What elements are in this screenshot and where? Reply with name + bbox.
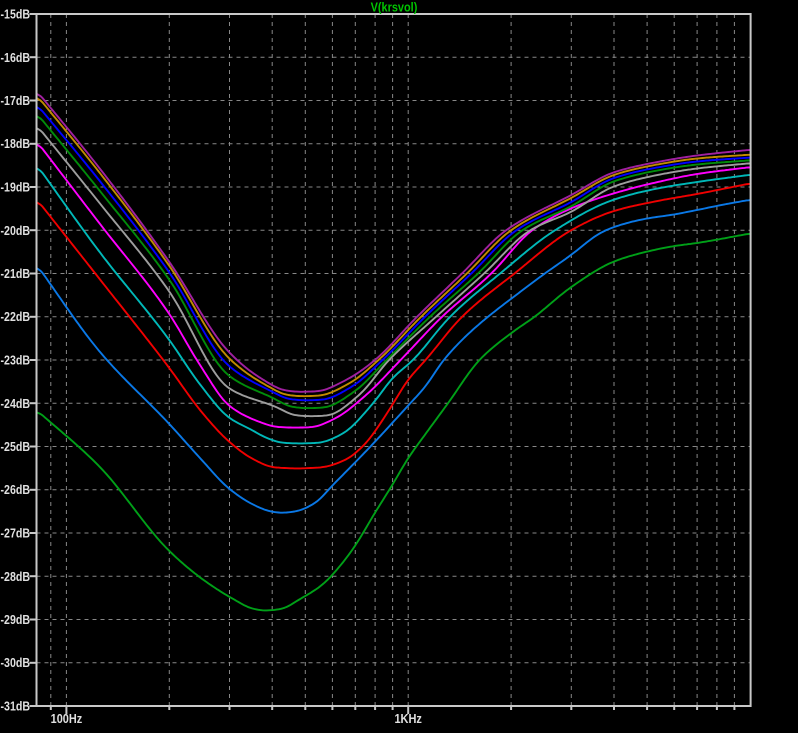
svg-text:-21dB: -21dB — [1, 267, 31, 281]
svg-text:-27dB: -27dB — [1, 527, 31, 541]
svg-text:-25dB: -25dB — [1, 440, 31, 454]
svg-text:-20dB: -20dB — [1, 224, 31, 238]
svg-text:-29dB: -29dB — [1, 613, 31, 627]
svg-text:-16dB: -16dB — [1, 51, 31, 65]
svg-text:-26dB: -26dB — [1, 483, 31, 497]
svg-text:-18dB: -18dB — [1, 137, 31, 151]
svg-text:1KHz: 1KHz — [394, 712, 422, 726]
svg-text:V(krsvol): V(krsvol) — [371, 0, 418, 15]
svg-text:-19dB: -19dB — [1, 181, 31, 195]
svg-text:100Hz: 100Hz — [51, 712, 83, 726]
svg-text:-31dB: -31dB — [1, 700, 31, 714]
svg-text:-17dB: -17dB — [1, 94, 31, 108]
svg-text:-15dB: -15dB — [1, 8, 31, 22]
svg-text:-23dB: -23dB — [1, 354, 31, 368]
svg-text:-22dB: -22dB — [1, 310, 31, 324]
svg-text:-28dB: -28dB — [1, 570, 31, 584]
svg-text:-24dB: -24dB — [1, 397, 31, 411]
svg-text:-30dB: -30dB — [1, 656, 31, 670]
